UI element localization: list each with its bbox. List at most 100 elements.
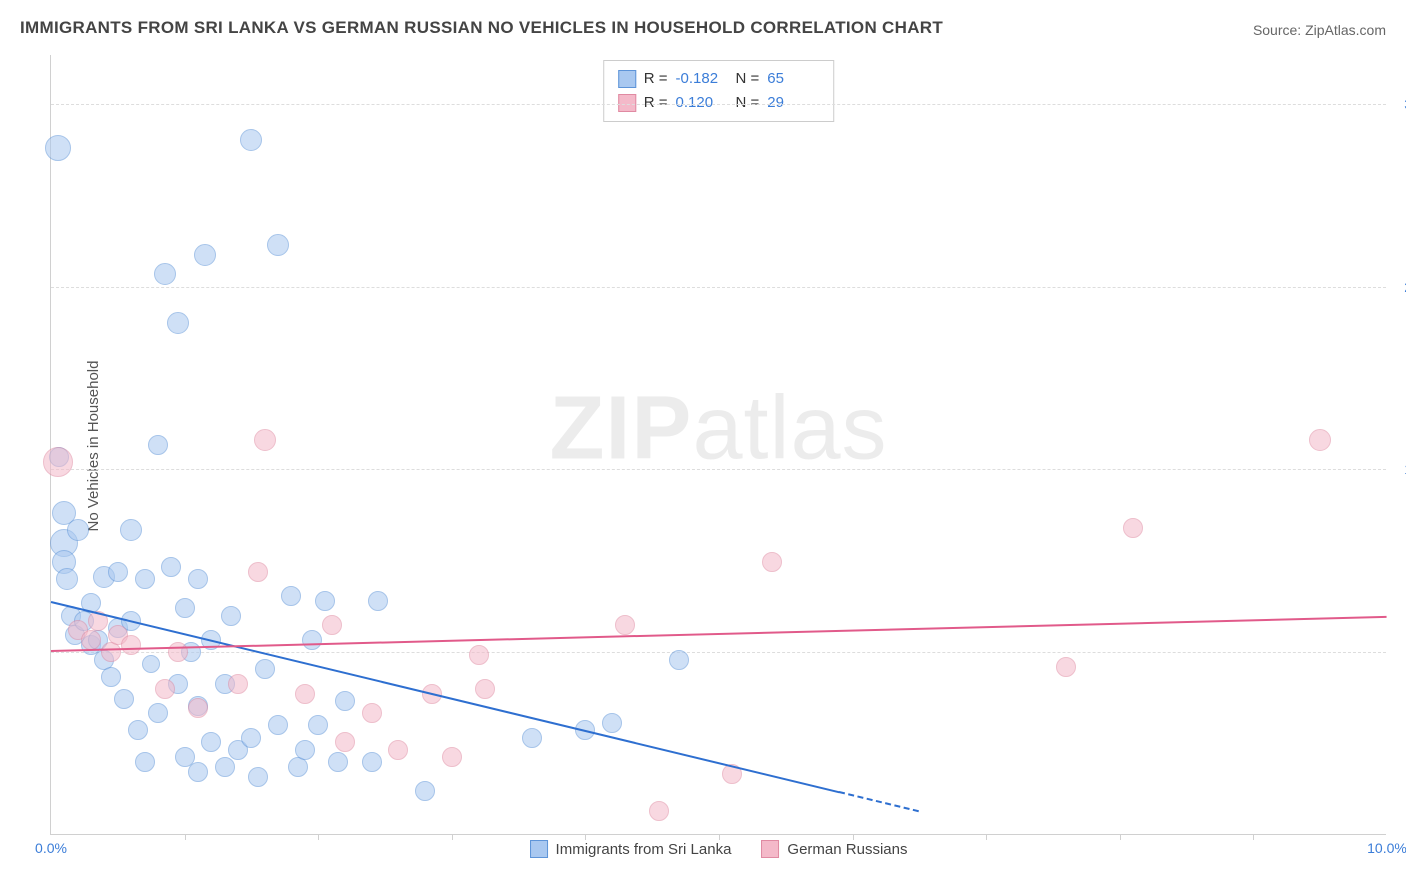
scatter-point — [669, 650, 689, 670]
scatter-point — [602, 713, 622, 733]
scatter-point — [154, 263, 176, 285]
legend-swatch — [761, 840, 779, 858]
legend-swatch — [618, 70, 636, 88]
x-tick-mark — [986, 834, 987, 840]
legend-item: German Russians — [761, 840, 907, 858]
legend-label: German Russians — [787, 841, 907, 858]
gridline-h — [51, 652, 1386, 653]
scatter-point — [161, 557, 181, 577]
scatter-point — [175, 598, 195, 618]
legend-item: Immigrants from Sri Lanka — [530, 840, 732, 858]
n-value: 65 — [767, 67, 819, 91]
scatter-point — [308, 715, 328, 735]
scatter-point — [442, 747, 462, 767]
scatter-point — [215, 757, 235, 777]
scatter-point — [201, 732, 221, 752]
x-tick-mark — [318, 834, 319, 840]
scatter-point — [108, 562, 128, 582]
scatter-point — [241, 728, 261, 748]
scatter-point — [475, 679, 495, 699]
r-label: R = — [644, 67, 668, 91]
scatter-point — [221, 606, 241, 626]
scatter-point — [228, 674, 248, 694]
stats-legend-box: R =-0.182N =65R =0.120N =29 — [603, 60, 835, 122]
scatter-point — [522, 728, 542, 748]
gridline-h — [51, 469, 1386, 470]
scatter-point — [322, 615, 342, 635]
scatter-point — [240, 129, 262, 151]
scatter-point — [288, 757, 308, 777]
chart-title: IMMIGRANTS FROM SRI LANKA VS GERMAN RUSS… — [20, 18, 943, 38]
scatter-point — [248, 767, 268, 787]
scatter-point — [254, 429, 276, 451]
scatter-point — [335, 691, 355, 711]
scatter-point — [114, 689, 134, 709]
legend-label: Immigrants from Sri Lanka — [556, 841, 732, 858]
scatter-point — [56, 568, 78, 590]
scatter-point — [121, 635, 141, 655]
scatter-point — [135, 752, 155, 772]
scatter-point — [415, 781, 435, 801]
x-tick-mark — [853, 834, 854, 840]
scatter-point — [167, 312, 189, 334]
x-tick-mark — [1253, 834, 1254, 840]
scatter-point — [188, 569, 208, 589]
scatter-point — [295, 684, 315, 704]
x-tick-mark — [452, 834, 453, 840]
n-label: N = — [736, 67, 760, 91]
scatter-point — [135, 569, 155, 589]
scatter-point — [649, 801, 669, 821]
x-tick-mark — [585, 834, 586, 840]
scatter-point — [43, 447, 73, 477]
scatter-point — [1056, 657, 1076, 677]
stats-row: R = -0.182 N = 65 — [618, 67, 820, 91]
source-attribution: Source: ZipAtlas.com — [1253, 22, 1386, 38]
scatter-point — [315, 591, 335, 611]
gridline-h — [51, 287, 1386, 288]
x-tick-label: 0.0% — [35, 840, 67, 856]
scatter-point — [388, 740, 408, 760]
scatter-point — [268, 715, 288, 735]
scatter-point — [1309, 429, 1331, 451]
scatter-point — [45, 135, 71, 161]
trend-line — [51, 616, 1387, 652]
legend-swatch — [530, 840, 548, 858]
watermark-light: atlas — [692, 378, 887, 478]
scatter-point — [469, 645, 489, 665]
scatter-point — [67, 519, 89, 541]
scatter-point — [248, 562, 268, 582]
x-tick-mark — [1120, 834, 1121, 840]
scatter-point — [362, 752, 382, 772]
watermark-text: ZIPatlas — [549, 377, 887, 480]
scatter-point — [148, 435, 168, 455]
scatter-point — [328, 752, 348, 772]
x-tick-mark — [719, 834, 720, 840]
x-tick-mark — [185, 834, 186, 840]
scatter-point — [295, 740, 315, 760]
trend-line — [839, 791, 920, 812]
scatter-point — [194, 244, 216, 266]
scatter-point — [255, 659, 275, 679]
scatter-point — [362, 703, 382, 723]
scatter-point — [120, 519, 142, 541]
scatter-point — [368, 591, 388, 611]
scatter-point — [615, 615, 635, 635]
scatter-point — [101, 667, 121, 687]
scatter-point — [335, 732, 355, 752]
scatter-point — [128, 720, 148, 740]
scatter-point — [762, 552, 782, 572]
scatter-point — [281, 586, 301, 606]
scatter-point — [81, 630, 101, 650]
r-value: -0.182 — [676, 67, 728, 91]
x-tick-label: 10.0% — [1367, 840, 1406, 856]
scatter-point — [188, 698, 208, 718]
scatter-point — [101, 642, 121, 662]
scatter-point — [168, 642, 188, 662]
scatter-point — [142, 655, 160, 673]
scatter-point — [155, 679, 175, 699]
watermark-bold: ZIP — [549, 378, 692, 478]
scatter-point — [267, 234, 289, 256]
scatter-point — [1123, 518, 1143, 538]
scatter-point — [148, 703, 168, 723]
bottom-legend: Immigrants from Sri Lanka German Russians — [530, 840, 908, 858]
